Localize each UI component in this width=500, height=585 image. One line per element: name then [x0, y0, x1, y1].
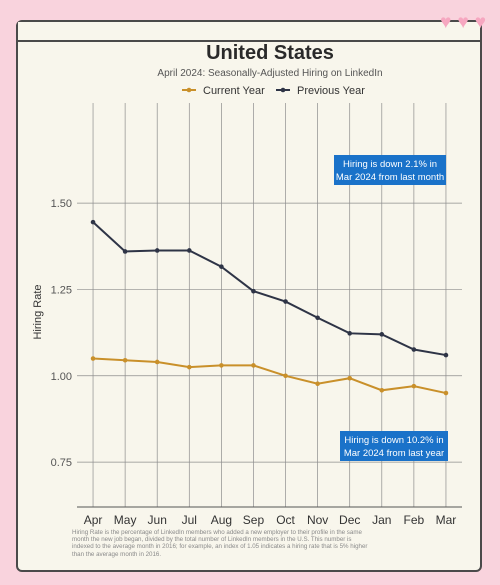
- annotation-text: Mar 2024 from last year: [344, 448, 444, 459]
- card-title-bar: [18, 22, 480, 42]
- series-line: [92, 221, 447, 357]
- chart-title: United States: [206, 42, 334, 64]
- footnote: Hiring Rate is the percentage of LinkedI…: [72, 529, 368, 558]
- x-tick-label: Dec: [339, 513, 360, 527]
- chart-card: [16, 20, 482, 572]
- y-tick-label: 0.75: [51, 457, 72, 469]
- y-axis-label: Hiring Rate: [32, 284, 44, 339]
- annotations: Hiring is down 2.1% in Mar 2024 from last…: [334, 155, 448, 461]
- data-point: [411, 383, 417, 389]
- data-point: [251, 363, 256, 368]
- data-point: [283, 299, 288, 304]
- data-point: [443, 352, 449, 358]
- y-tick-label: 1.25: [51, 284, 72, 296]
- series-line: [92, 357, 447, 395]
- chart-subtitle: April 2024: Seasonally-Adjusted Hiring o…: [157, 68, 382, 79]
- data-point: [347, 331, 353, 336]
- x-axis: Apr May Jun Jul Aug Sep Oct Nov Dec Jan Feb Mar: [84, 513, 457, 527]
- annotation-text: Mar 2024 from last month: [336, 172, 444, 183]
- y-axis: 0.75 1.00 1.25 1.50: [51, 198, 72, 469]
- heart-icon: ♥: [440, 12, 452, 33]
- data-point: [122, 249, 128, 254]
- legend-label: Current Year: [203, 85, 265, 97]
- x-tick-label: Jun: [148, 513, 167, 527]
- legend-marker: [280, 87, 286, 93]
- x-tick-label: Jan: [372, 513, 391, 527]
- y-tick-label: 1.50: [51, 198, 72, 210]
- data-point: [315, 381, 320, 387]
- data-point: [251, 288, 256, 294]
- annotation-text: Hiring is down 2.1% in: [343, 159, 437, 170]
- y-tick-label: 1.00: [51, 371, 72, 383]
- data-point: [154, 359, 160, 365]
- x-tick-label: Aug: [211, 513, 232, 527]
- heart-icon: ♥: [457, 12, 469, 33]
- legend-marker: [186, 87, 192, 93]
- x-tick-label: Apr: [84, 513, 103, 527]
- annotation-box: [334, 155, 446, 185]
- legend-label: Previous Year: [297, 85, 365, 97]
- data-point: [186, 364, 192, 370]
- annotation-box: [340, 431, 448, 461]
- data-point: [379, 332, 385, 337]
- x-tick-label: Mar: [436, 513, 457, 527]
- data-point: [90, 356, 96, 361]
- x-tick-label: Jul: [182, 513, 197, 527]
- data-point: [283, 373, 288, 379]
- x-tick-label: Feb: [404, 513, 425, 527]
- data-point: [122, 357, 128, 363]
- legend: Current Year Previous Year: [182, 85, 365, 97]
- data-point: [219, 264, 224, 269]
- data-point: [315, 315, 320, 321]
- data-point: [186, 248, 192, 253]
- heart-icon: ♥: [474, 12, 486, 33]
- x-tick-label: Sep: [243, 513, 265, 527]
- window-controls: ♥ ♥ ♥: [440, 13, 486, 32]
- data-point: [219, 363, 224, 368]
- data-point: [347, 375, 353, 381]
- x-tick-label: May: [114, 513, 137, 527]
- data-point: [379, 387, 385, 393]
- data-point: [154, 248, 160, 253]
- x-tick-label: Oct: [276, 513, 295, 527]
- data-point: [443, 390, 449, 396]
- data-point: [411, 347, 417, 352]
- series-group: [90, 219, 449, 396]
- data-point: [90, 219, 96, 225]
- annotation-text: Hiring is down 10.2% in: [344, 435, 443, 446]
- x-tick-label: Nov: [307, 513, 328, 527]
